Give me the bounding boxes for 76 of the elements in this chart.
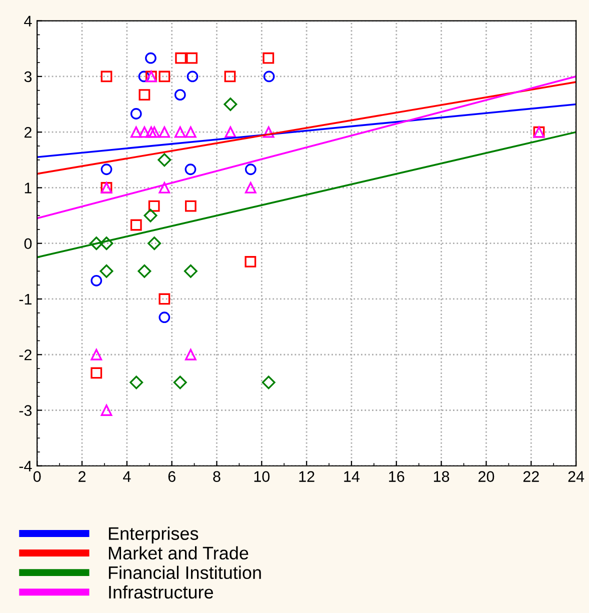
x-tick-label: 24: [568, 471, 584, 482]
point: [224, 126, 236, 138]
point: [90, 236, 104, 250]
point: [185, 348, 196, 360]
point: [130, 108, 142, 120]
point: [148, 236, 162, 250]
x-tick-label: 12: [299, 471, 314, 482]
point: [262, 376, 276, 390]
x-tick-label: 4: [123, 471, 131, 482]
legend-label: Enterprises: [108, 526, 198, 544]
point: [224, 70, 236, 82]
point: [130, 126, 142, 138]
point: [145, 126, 157, 138]
point: [130, 376, 144, 390]
x-tick-label: 16: [389, 471, 404, 482]
x-tick-label: 6: [168, 471, 176, 482]
point: [158, 70, 170, 82]
point: [144, 208, 158, 222]
legend-label: Market and Trade: [108, 546, 248, 560]
point: [174, 126, 186, 138]
point: [148, 200, 160, 212]
point: [100, 70, 112, 82]
point: [244, 164, 256, 176]
point: [175, 52, 187, 64]
point: [90, 348, 102, 360]
point: [158, 126, 170, 138]
point: [158, 293, 170, 305]
point: [185, 200, 196, 212]
x-tick-label: 10: [254, 471, 270, 482]
point: [138, 89, 150, 101]
point: [138, 126, 150, 138]
point: [100, 404, 112, 416]
point: [244, 256, 256, 268]
x-tick-label: 22: [523, 471, 539, 482]
y-tick-label: 2: [24, 126, 32, 138]
legend-label: Infrastructure: [109, 585, 214, 599]
point: [185, 126, 196, 138]
x-tick-label: 20: [478, 471, 494, 482]
point: [186, 52, 198, 64]
point: [184, 164, 196, 176]
y-tick-label: 0: [24, 238, 32, 250]
point: [138, 264, 152, 278]
point: [148, 126, 160, 138]
y-tick-label: -4: [19, 460, 32, 472]
legend-label: Financial Institution: [108, 566, 261, 580]
point: [224, 98, 238, 112]
point: [90, 274, 102, 286]
point: [100, 264, 114, 278]
point: [186, 70, 198, 82]
point: [244, 182, 256, 194]
point: [130, 219, 142, 231]
x-tick-label: 2: [78, 471, 86, 482]
point: [158, 182, 170, 194]
point: [145, 52, 156, 64]
point: [262, 52, 274, 64]
point: [158, 312, 170, 324]
y-tick-label: -2: [19, 349, 32, 360]
y-tick-label: 1: [24, 182, 32, 194]
point: [262, 126, 274, 138]
x-tick-label: 8: [213, 471, 220, 482]
x-tick-label: 18: [434, 471, 450, 482]
x-tick-label: 14: [344, 471, 360, 482]
point: [158, 153, 172, 167]
point: [263, 70, 275, 82]
point: [184, 264, 198, 278]
point: [138, 70, 150, 82]
point: [100, 164, 112, 176]
point: [173, 376, 187, 390]
point: [174, 89, 186, 101]
y-tick-label: -3: [19, 405, 32, 416]
point: [100, 236, 114, 250]
y-tick-label: 3: [24, 71, 32, 82]
point: [90, 367, 102, 379]
x-tick-label: 0: [33, 471, 41, 482]
y-tick-label: -1: [19, 294, 32, 305]
y-tick-label: 4: [24, 16, 32, 26]
